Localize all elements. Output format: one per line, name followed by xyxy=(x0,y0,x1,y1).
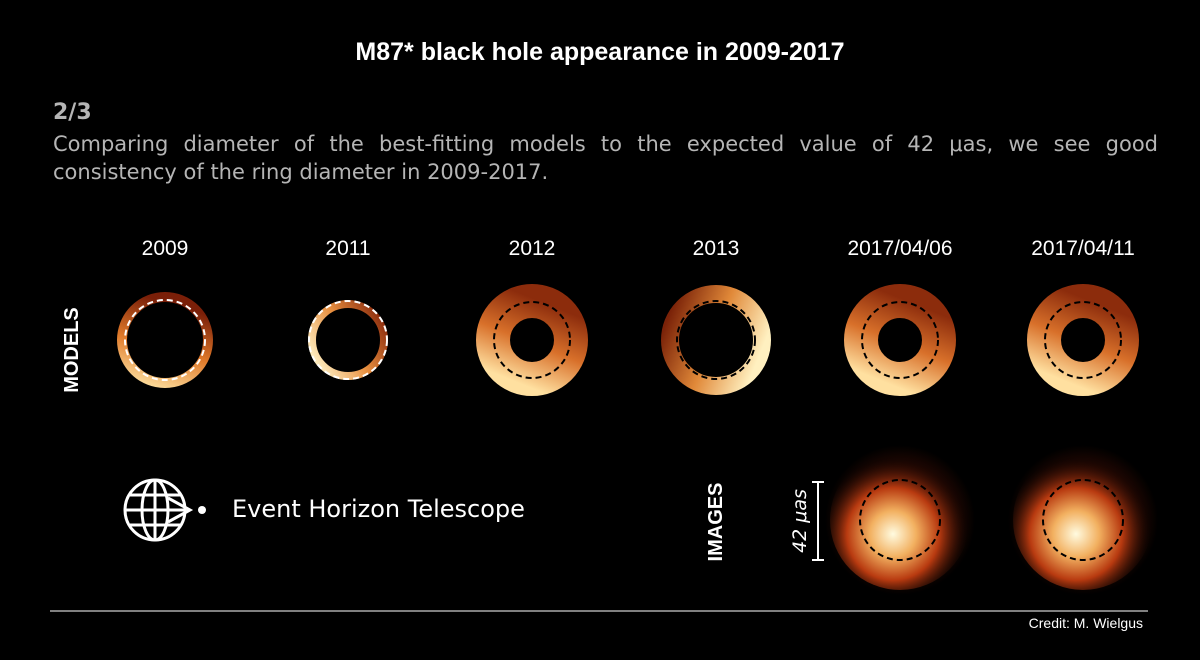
epoch: 2009 xyxy=(142,237,189,260)
epoch: 2012 xyxy=(509,237,556,260)
scale-bar xyxy=(812,481,824,561)
epoch: 2017/04/06 xyxy=(847,237,952,260)
ring xyxy=(844,284,956,396)
image xyxy=(830,450,970,590)
epoch-labels: 2009 2011 2012 2013 2017/04/06 2017/04/1… xyxy=(142,237,1135,260)
epoch: 2017/04/11 xyxy=(1031,237,1135,260)
ring xyxy=(1027,284,1139,396)
description: Comparing diameter of the best-fitting m… xyxy=(53,132,1158,184)
ring xyxy=(661,285,771,395)
arrow xyxy=(167,496,194,524)
dashed-circle xyxy=(493,301,571,379)
dashed-circle xyxy=(308,300,388,380)
ring xyxy=(308,300,388,380)
dashed-circle xyxy=(861,301,939,379)
title: M87* black hole appearance in 2009-2017 xyxy=(355,38,845,66)
epoch: 2013 xyxy=(693,237,740,260)
epoch: 2011 xyxy=(325,237,370,260)
row-label: MODELS xyxy=(61,307,83,393)
dot xyxy=(198,506,206,514)
ring xyxy=(476,284,588,396)
image xyxy=(1013,450,1153,590)
images xyxy=(825,445,1158,595)
model-rings xyxy=(117,284,1139,396)
ring xyxy=(117,292,213,388)
dashed-circle xyxy=(124,299,206,381)
credit: Credit: M. Wielgus xyxy=(1029,615,1143,631)
dashed-circle xyxy=(1042,479,1124,561)
dashed-circle xyxy=(859,479,941,561)
logo xyxy=(123,478,206,542)
step: 2/3 xyxy=(53,100,92,125)
dashed-circle xyxy=(1044,301,1122,379)
scale-label: 42 μas xyxy=(789,489,811,553)
row-label: IMAGES xyxy=(705,483,727,562)
logo-text: Event Horizon Telescope xyxy=(232,495,525,523)
dashed-circle xyxy=(676,300,756,380)
